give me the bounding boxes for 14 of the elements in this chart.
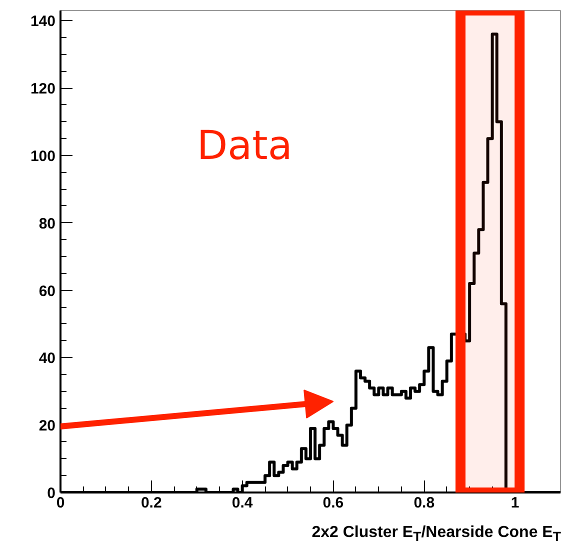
y-tick-label: 100 <box>30 148 56 165</box>
y-tick-label: 40 <box>38 350 56 368</box>
x-tick-label: 0.2 <box>140 494 162 512</box>
x-tick-label: 0.4 <box>232 494 254 512</box>
x-tick-label: 0.8 <box>414 494 435 512</box>
y-tick-label: 60 <box>38 282 56 300</box>
y-tick-label: 140 <box>30 13 56 30</box>
x-tick-label: 0.6 <box>322 494 344 512</box>
y-tick-label: 120 <box>30 80 56 98</box>
x-axis-title: 2x2 Cluster E$_{T}$/Nearside Cone E$_{T}$ <box>312 523 561 546</box>
annotation: Data <box>196 122 292 169</box>
y-tick-label: 80 <box>38 215 56 232</box>
y-tick-label: 20 <box>38 418 56 435</box>
x-tick-label: 1 <box>510 494 520 512</box>
